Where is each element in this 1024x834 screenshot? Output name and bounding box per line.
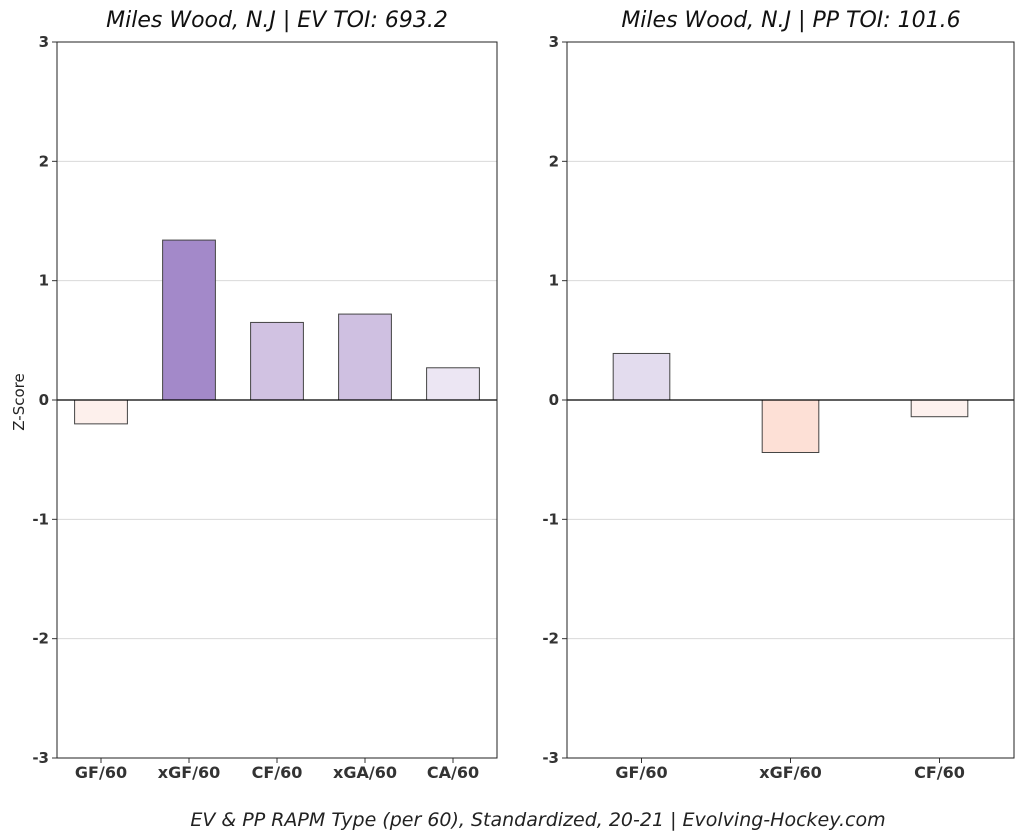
- y-tick-label: 3: [39, 33, 49, 51]
- ev-rapm-panel: -3 -2 -1 0 1 2 3 GF/60 xGF/60 CF/60 xGA/60 CA/60 Mil…: [10, 8, 498, 782]
- panel-title: Miles Wood, N.J | PP TOI: 101.6: [621, 8, 960, 33]
- y-axis-label: Z-Score: [10, 373, 28, 430]
- bar-xga-per-60: [338, 313, 392, 401]
- y-tick-label: -1: [32, 510, 49, 528]
- x-tick-label: xGA/60: [333, 763, 397, 782]
- y-tick-label: -3: [542, 749, 559, 767]
- y-tick-label: -2: [542, 630, 559, 648]
- x-tick-label: CA/60: [427, 763, 479, 782]
- y-tick-label: -1: [542, 510, 559, 528]
- y-tick-label: -3: [32, 749, 49, 767]
- bar-xgf-per-60: [162, 239, 216, 401]
- x-tick-label: GF/60: [615, 763, 667, 782]
- y-tick-label: 1: [549, 272, 559, 290]
- x-tick-label: CF/60: [252, 763, 303, 782]
- bar-gf-per-60: [612, 352, 671, 401]
- bar-cf-per-60: [250, 321, 304, 401]
- footer-caption: EV & PP RAPM Type (per 60), Standardized…: [190, 809, 885, 831]
- pp-rapm-panel: -3 -2 -1 0 1 2 3 GF/60 xGF/60 CF/60 Miles Wood, N.…: [542, 8, 1015, 782]
- y-tick-label: 0: [549, 391, 559, 409]
- y-tick-label: 0: [39, 391, 49, 409]
- x-tick-label: xGF/60: [158, 763, 221, 782]
- bar-cf-per-60: [910, 399, 969, 418]
- y-tick-label: 2: [549, 152, 559, 170]
- panel-title: Miles Wood, N.J | EV TOI: 693.2: [106, 8, 448, 33]
- x-tick-label: CF/60: [914, 763, 965, 782]
- plot-frame: [566, 41, 1015, 759]
- bar-xgf-per-60: [761, 399, 820, 454]
- bar-gf-per-60: [74, 399, 128, 425]
- plot-frame: [56, 41, 498, 759]
- bar-ca-per-60: [426, 367, 480, 401]
- y-tick-label: 3: [549, 33, 559, 51]
- y-tick-label: -2: [32, 630, 49, 648]
- y-tick-label: 1: [39, 272, 49, 290]
- y-tick-label: 2: [39, 152, 49, 170]
- x-tick-label: xGF/60: [759, 763, 822, 782]
- x-tick-label: GF/60: [75, 763, 127, 782]
